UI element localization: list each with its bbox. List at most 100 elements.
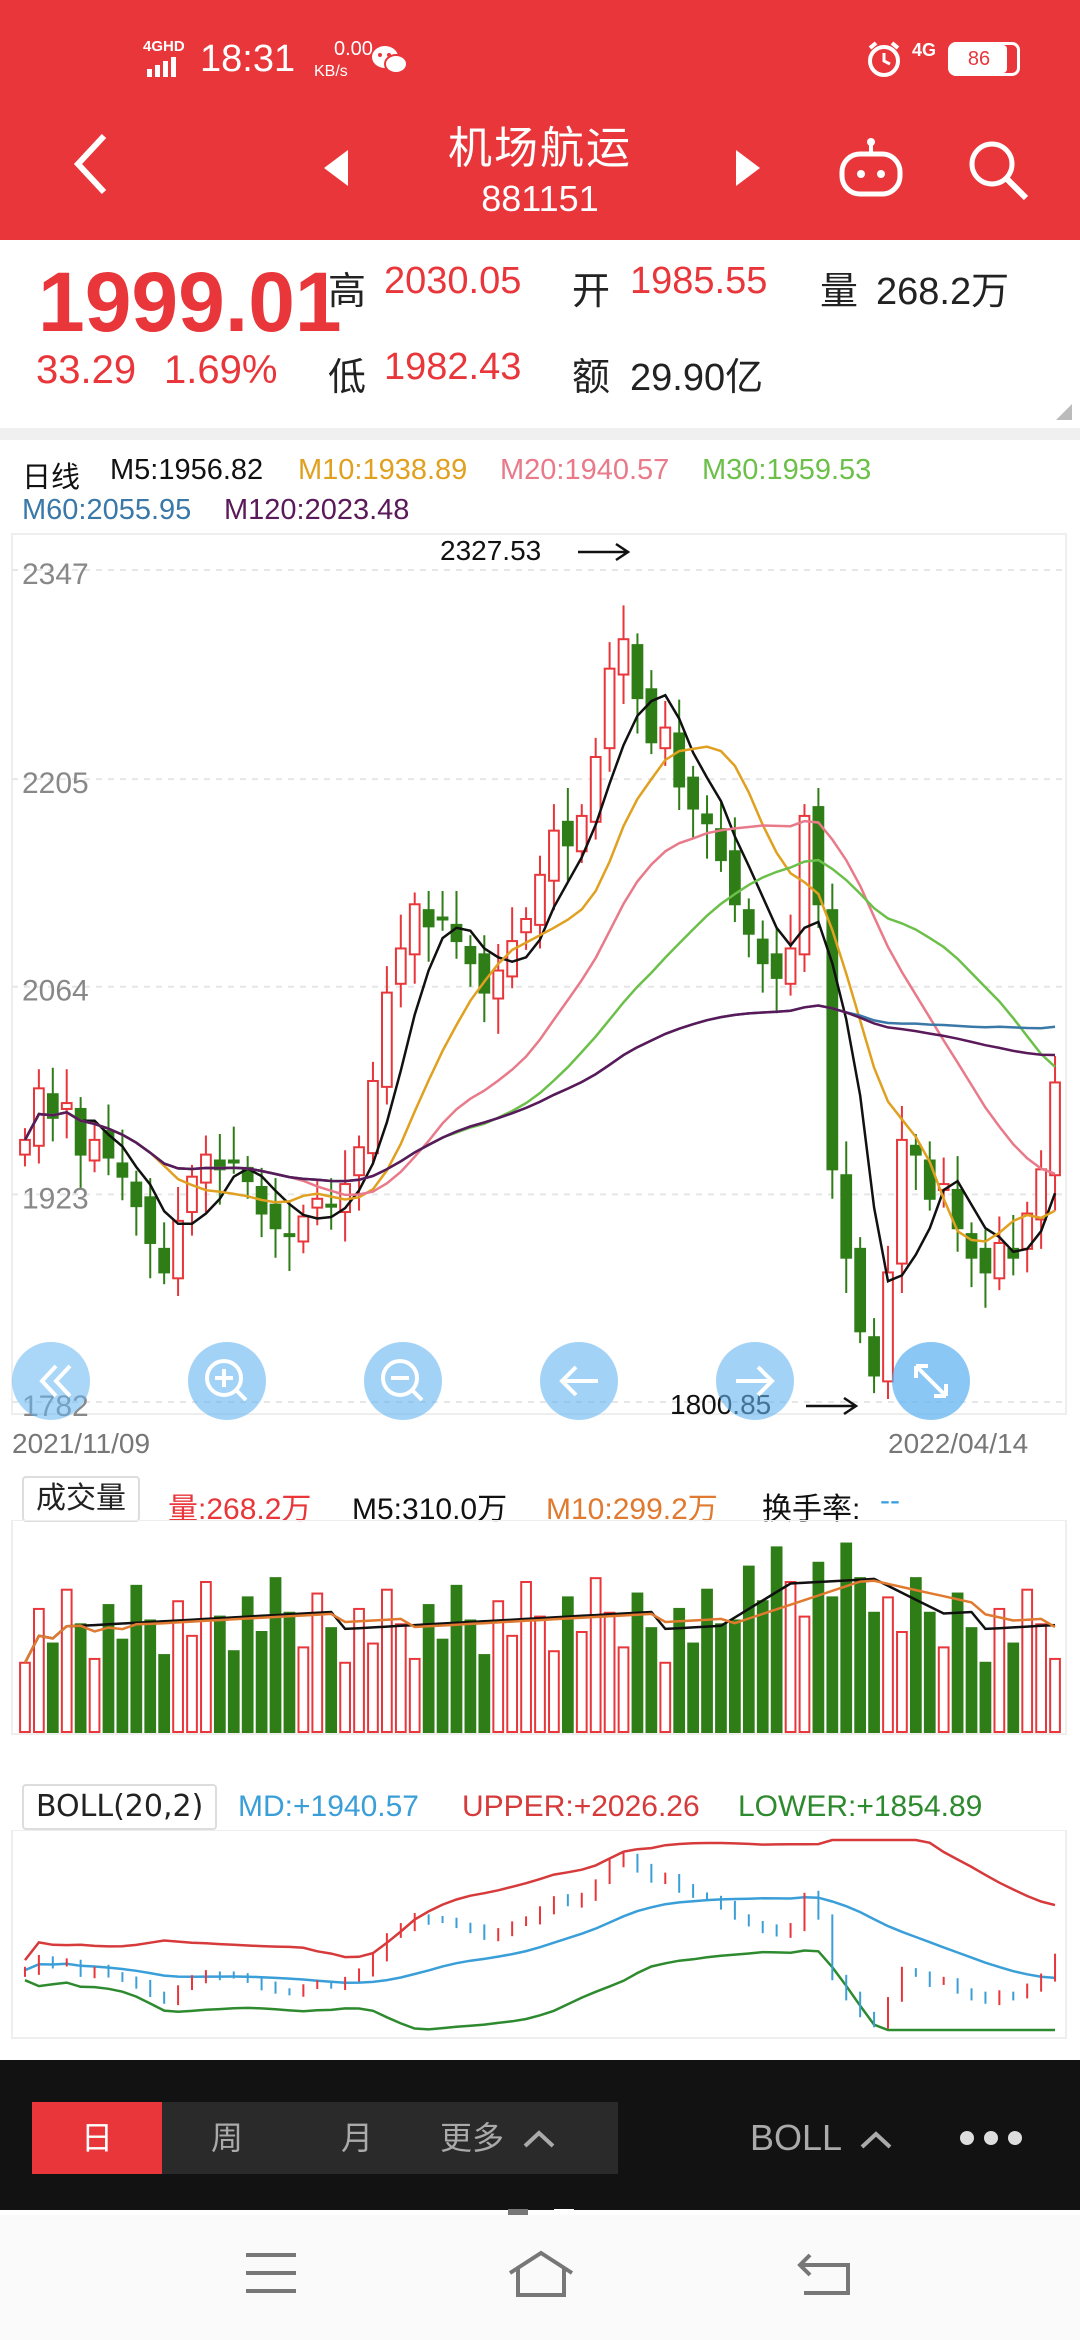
volume-bar bbox=[74, 1623, 87, 1733]
boll-title-button[interactable]: BOLL(20,2) bbox=[22, 1784, 218, 1830]
candle-body bbox=[367, 1079, 379, 1155]
ma5-line bbox=[23, 693, 1057, 1283]
zoom-in-button[interactable] bbox=[188, 1342, 266, 1420]
search-icon[interactable] bbox=[966, 138, 1030, 206]
candle-body bbox=[715, 828, 727, 862]
fullscreen-button[interactable] bbox=[892, 1342, 970, 1420]
candle-body bbox=[659, 726, 672, 750]
tab-more[interactable]: 更多 bbox=[440, 2102, 610, 2174]
candle-body bbox=[729, 850, 741, 906]
volume-bar bbox=[589, 1577, 602, 1734]
volume-bar bbox=[339, 1661, 351, 1733]
chevron-up-icon bbox=[860, 2131, 892, 2149]
candle-body bbox=[561, 820, 574, 847]
candle-body bbox=[492, 969, 505, 1000]
candle-body bbox=[520, 917, 532, 934]
volume-bar bbox=[534, 1615, 546, 1733]
stock-code: 881151 bbox=[481, 178, 599, 219]
volume-bar bbox=[1049, 1657, 1061, 1733]
candle-body bbox=[102, 1130, 115, 1159]
page-title: 机场航运 bbox=[448, 123, 632, 174]
candle-body bbox=[283, 1233, 296, 1238]
volume-value: 268.2万 bbox=[876, 271, 1010, 313]
volume-bar bbox=[325, 1627, 338, 1733]
volume-bar bbox=[840, 1542, 853, 1733]
volume-bar bbox=[353, 1607, 365, 1733]
volume-bar bbox=[854, 1577, 867, 1734]
candle-body bbox=[506, 940, 519, 978]
volume-bar bbox=[116, 1638, 129, 1733]
volume-bar bbox=[186, 1634, 198, 1733]
boll-lower-line bbox=[24, 1949, 1055, 2032]
tab-month[interactable]: 月 bbox=[340, 2119, 373, 2157]
volume-bar bbox=[673, 1607, 686, 1733]
candle-body bbox=[186, 1175, 198, 1214]
divider bbox=[0, 428, 1080, 440]
volume-chart[interactable] bbox=[0, 1520, 1080, 1735]
wechat-icon bbox=[370, 42, 410, 82]
volume-title-button[interactable]: 成交量 bbox=[22, 1476, 140, 1522]
candle-body bbox=[353, 1146, 365, 1177]
back-button[interactable] bbox=[70, 132, 110, 200]
tab-day[interactable]: 日 bbox=[32, 2102, 162, 2174]
volume-bar bbox=[729, 1619, 741, 1733]
turnover-value: -- bbox=[880, 1484, 900, 1517]
robot-assistant-icon[interactable] bbox=[838, 138, 904, 202]
candle-body bbox=[1049, 1081, 1061, 1177]
y-axis-tick: 2205 bbox=[22, 767, 89, 800]
scroll-right-button[interactable] bbox=[716, 1342, 794, 1420]
volume-bar bbox=[241, 1596, 254, 1733]
candle-body bbox=[46, 1093, 59, 1119]
open-value: 1985.55 bbox=[630, 260, 768, 302]
boll-chart[interactable] bbox=[0, 1830, 1080, 2040]
ma10-label: M10:1938.89 bbox=[298, 454, 468, 486]
volume-bar bbox=[715, 1623, 727, 1733]
zoom-out-button[interactable] bbox=[364, 1342, 442, 1420]
volume-bar bbox=[394, 1623, 407, 1733]
ma120-line bbox=[23, 1004, 1056, 1183]
home-icon[interactable] bbox=[506, 2249, 576, 2303]
indicator-select[interactable]: BOLL bbox=[750, 2102, 920, 2174]
candle-body bbox=[854, 1247, 867, 1333]
more-options-icon[interactable] bbox=[958, 2120, 1024, 2160]
expand-corner-icon[interactable] bbox=[1054, 402, 1074, 426]
candle-body bbox=[130, 1181, 143, 1208]
prev-stock-button[interactable] bbox=[322, 148, 350, 192]
candle-body bbox=[227, 1159, 240, 1164]
volume-bar bbox=[46, 1642, 59, 1733]
candle-body bbox=[673, 732, 686, 788]
last-price: 1999.01 bbox=[38, 255, 342, 349]
volume-bar bbox=[213, 1615, 226, 1733]
net-speed: 0.00 bbox=[334, 38, 373, 60]
signal-icon bbox=[145, 57, 191, 81]
max-price-label: 2327.53 bbox=[440, 535, 541, 566]
back-nav-icon[interactable] bbox=[796, 2251, 852, 2299]
scroll-left-button[interactable] bbox=[540, 1342, 618, 1420]
candle-body bbox=[840, 1174, 853, 1259]
boll-lower-label: LOWER:+1854.89 bbox=[738, 1790, 983, 1823]
volume-bar bbox=[227, 1650, 240, 1734]
candle-body bbox=[464, 945, 477, 965]
candle-body bbox=[965, 1233, 978, 1259]
volume-bar bbox=[812, 1561, 825, 1734]
volume-bar bbox=[311, 1592, 324, 1733]
volume-bar bbox=[548, 1650, 560, 1734]
next-stock-button[interactable] bbox=[734, 148, 762, 192]
candle-body bbox=[812, 806, 825, 906]
low-label: 低 bbox=[328, 357, 367, 399]
ma30-label: M30:1959.53 bbox=[702, 454, 872, 486]
system-nav-bar bbox=[0, 2215, 1080, 2340]
candle-body bbox=[548, 829, 560, 882]
candle-body bbox=[756, 938, 769, 965]
candle-body bbox=[33, 1087, 45, 1147]
tab-week[interactable]: 周 bbox=[210, 2119, 243, 2157]
menu-icon[interactable] bbox=[244, 2251, 298, 2299]
volume-bar bbox=[158, 1654, 171, 1733]
boll-upper-label: UPPER:+2026.26 bbox=[462, 1790, 700, 1823]
volume-bar bbox=[172, 1600, 184, 1733]
scroll-left-fast-button[interactable] bbox=[12, 1342, 90, 1420]
volume-bar bbox=[923, 1611, 936, 1733]
candle-body bbox=[116, 1162, 129, 1178]
candle-body bbox=[575, 814, 588, 853]
